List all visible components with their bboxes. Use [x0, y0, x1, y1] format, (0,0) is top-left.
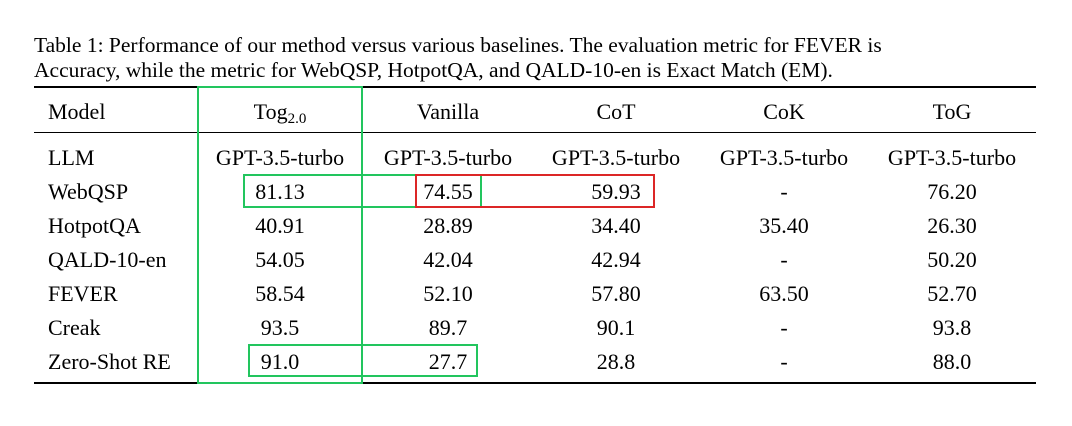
cell-fever-tog: 52.70 [927, 281, 977, 306]
header-tog: ToG [932, 99, 972, 124]
cell-webqsp-cot: 59.93 [591, 179, 641, 204]
cell-fever-cot: 57.80 [591, 281, 641, 306]
row-name-hotpotqa: HotpotQA [48, 213, 141, 238]
cell-qald-tog: 50.20 [927, 247, 977, 272]
row-name-webqsp: WebQSP [48, 179, 129, 204]
highlight-webqsp-red-box [415, 174, 655, 208]
cell-llm-vanilla: GPT-3.5-turbo [383, 145, 513, 170]
header-tog20-main: Tog [253, 99, 288, 124]
cell-llm-tog: GPT-3.5-turbo [887, 145, 1017, 170]
header-cok: CoK [763, 99, 805, 124]
cell-llm-cok: GPT-3.5-turbo [719, 145, 849, 170]
highlight-webqsp-green-box [243, 174, 482, 208]
cell-webqsp-tog20: 81.13 [255, 179, 305, 204]
cell-webqsp-vanilla: 74.55 [423, 179, 473, 204]
header-cot: CoT [596, 99, 636, 124]
cell-creak-tog20: 93.5 [260, 315, 300, 340]
cell-llm-tog20: GPT-3.5-turbo [215, 145, 345, 170]
table-caption: Table 1: Performance of our method versu… [34, 33, 1044, 83]
caption-line-2: Accuracy, while the metric for WebQSP, H… [34, 58, 833, 82]
header-tog20: Tog2.0 [253, 99, 307, 127]
cell-qald-tog20: 54.05 [255, 247, 305, 272]
cell-webqsp-tog: 76.20 [927, 179, 977, 204]
cell-hotpotqa-cot: 34.40 [591, 213, 641, 238]
cell-zeroshot-vanilla: 27.7 [428, 349, 468, 374]
cell-zeroshot-tog: 88.0 [932, 349, 972, 374]
cell-zeroshot-cot: 28.8 [596, 349, 636, 374]
table-header-rule [34, 132, 1036, 133]
row-name-zeroshot-re: Zero-Shot RE [48, 349, 171, 374]
cell-qald-cot: 42.94 [591, 247, 641, 272]
cell-zeroshot-tog20: 91.0 [260, 349, 300, 374]
cell-hotpotqa-cok: 35.40 [759, 213, 809, 238]
header-model: Model [48, 99, 106, 124]
cell-hotpotqa-tog: 26.30 [927, 213, 977, 238]
header-vanilla: Vanilla [416, 99, 480, 124]
cell-creak-cok: - [780, 315, 788, 340]
cell-hotpotqa-tog20: 40.91 [255, 213, 305, 238]
table-top-rule [34, 86, 1036, 88]
cell-webqsp-cok: - [780, 179, 788, 204]
cell-creak-tog: 93.8 [932, 315, 972, 340]
cell-fever-cok: 63.50 [759, 281, 809, 306]
cell-qald-cok: - [780, 247, 788, 272]
table-bottom-rule [34, 382, 1036, 384]
cell-qald-vanilla: 42.04 [423, 247, 473, 272]
cell-creak-cot: 90.1 [596, 315, 636, 340]
cell-zeroshot-cok: - [780, 349, 788, 374]
cell-fever-tog20: 58.54 [255, 281, 305, 306]
caption-line-1: Table 1: Performance of our method versu… [34, 33, 882, 57]
row-name-fever: FEVER [48, 281, 118, 306]
highlight-zeroshot-green-box [248, 344, 478, 377]
cell-fever-vanilla: 52.10 [423, 281, 473, 306]
cell-llm-cot: GPT-3.5-turbo [551, 145, 681, 170]
cell-hotpotqa-vanilla: 28.89 [423, 213, 473, 238]
cell-creak-vanilla: 89.7 [428, 315, 468, 340]
header-tog20-subscript: 2.0 [287, 111, 307, 127]
row-name-llm: LLM [48, 145, 95, 170]
row-name-creak: Creak [48, 315, 101, 340]
row-name-qald: QALD-10-en [48, 247, 167, 272]
highlight-tog20-column-box [197, 86, 363, 384]
